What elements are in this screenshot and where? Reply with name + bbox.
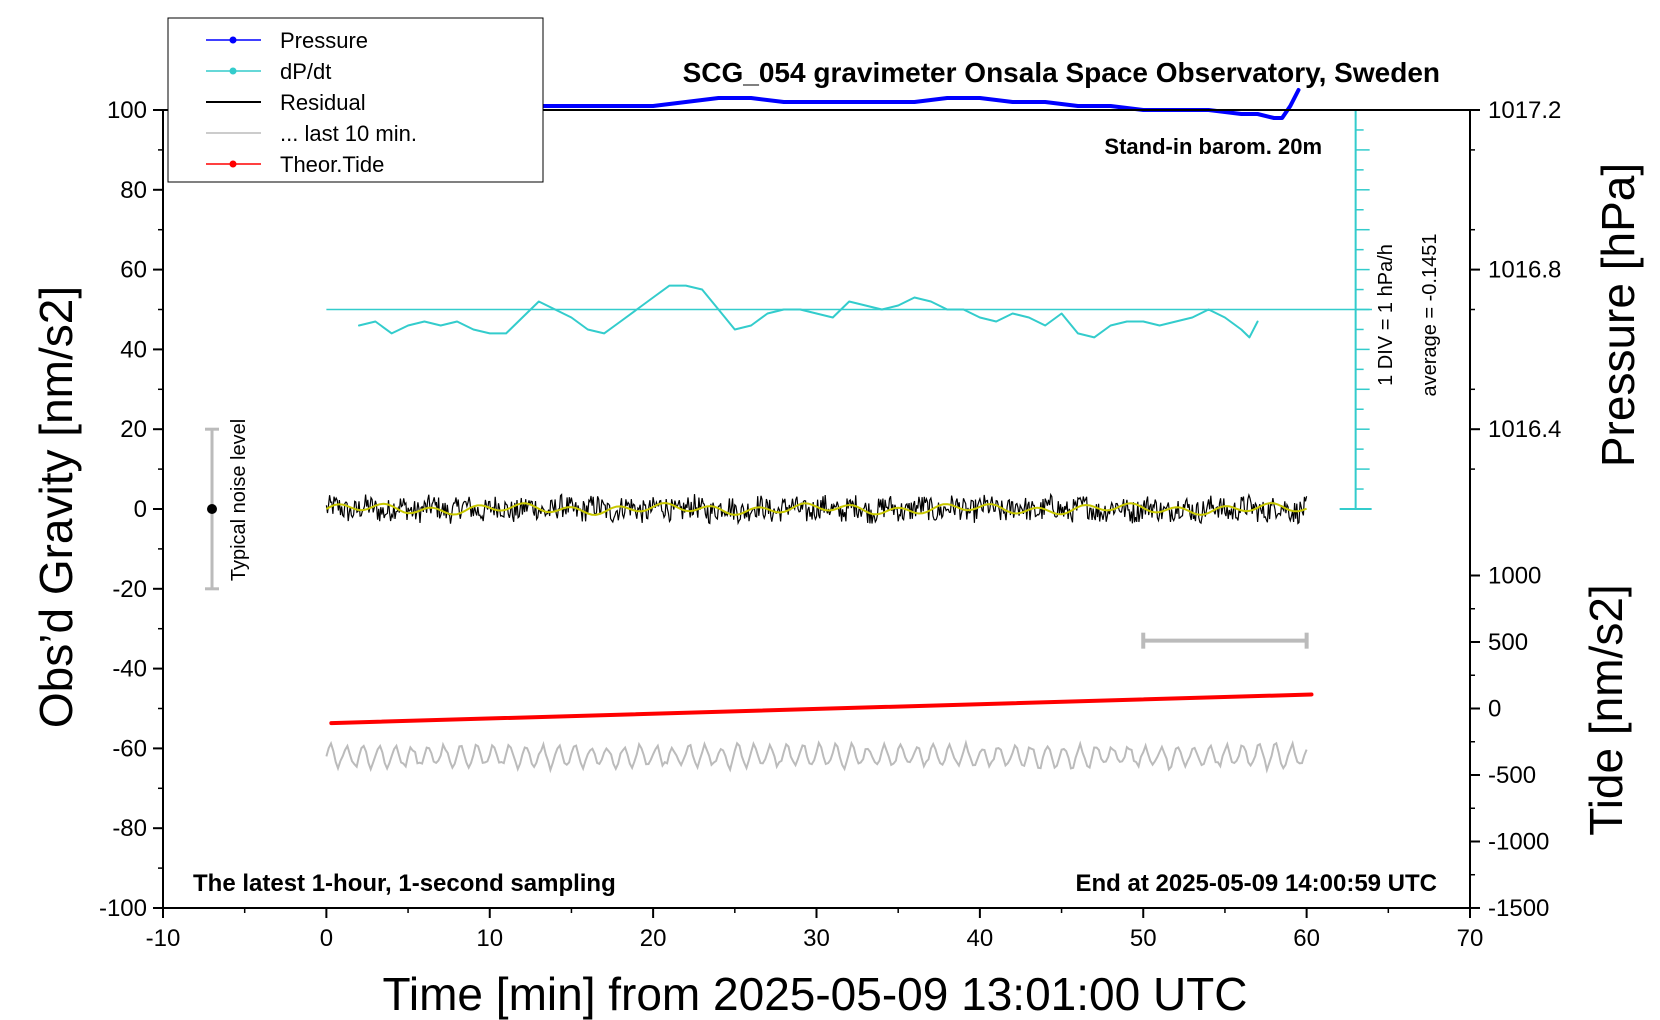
y-tick-label-left: 0: [134, 496, 147, 523]
legend-label: dP/dt: [280, 59, 331, 84]
latest-note: The latest 1-hour, 1-second sampling: [193, 870, 616, 897]
legend-label: ... last 10 min.: [280, 121, 417, 146]
axes: -10 0 10 20 30 40 50 60 70-100-80-60-40-20020406…: [99, 97, 1561, 952]
x-tick-label: 70: [1457, 925, 1484, 952]
y-tick-label-left: -40: [112, 656, 147, 683]
y-tick-label-left: 80: [120, 177, 147, 204]
y-axis-title-left: Obs’d Gravity [nm/s2]: [30, 286, 82, 728]
average-label: average = -0.1451: [1419, 234, 1441, 397]
chart-title: SCG_054 gravimeter Onsala Space Observat…: [683, 57, 1440, 88]
y-tick-label-left: 40: [120, 336, 147, 363]
y-tick-label-left: 20: [120, 416, 147, 443]
series-bands: [325, 492, 1308, 774]
legend-label: Residual: [280, 90, 366, 115]
tide-tick-label: -1000: [1488, 828, 1549, 855]
tide-tick-label: -1500: [1488, 895, 1549, 922]
x-tick-label: 50: [1130, 925, 1157, 952]
y-tick-label-left: 100: [107, 97, 147, 124]
legend: Pressure dP/dt Residual ... last 10 min. The…: [167, 17, 544, 183]
residual-smooth-line: [325, 501, 1307, 516]
tide-tick-label: -500: [1488, 762, 1536, 789]
pressure-tick-label: 1017.2: [1488, 97, 1561, 124]
scale-bar-label: 1 DIV = 1 hPa/h: [1375, 244, 1397, 386]
x-tick-label: 10: [476, 925, 503, 952]
noise-bar-center: [207, 504, 218, 514]
tide-tick-label: 1000: [1488, 563, 1541, 590]
x-axis-title: Time [min] from 2025-05-09 13:01:00 UTC: [383, 968, 1248, 1020]
y-axis-title-pressure: Pressure [hPa]: [1592, 163, 1644, 467]
legend-label: Theor.Tide: [280, 152, 384, 177]
noise-level-label: Typical noise level: [228, 419, 250, 581]
legend-marker: [229, 160, 237, 168]
y-tick-label-left: -100: [99, 895, 147, 922]
y-tick-label-left: -80: [112, 815, 147, 842]
legend-marker: [229, 36, 237, 44]
end-time-note: End at 2025-05-09 14:00:59 UTC: [1076, 870, 1438, 897]
x-tick-label: 30: [803, 925, 830, 952]
legend-marker: [229, 67, 237, 75]
x-tick-label: 40: [967, 925, 994, 952]
y-tick-label-left: 60: [120, 257, 147, 284]
barometer-note: Stand-in barom. 20m: [1104, 134, 1322, 159]
y-tick-label-left: -60: [112, 735, 147, 762]
x-tick-label: 60: [1293, 925, 1320, 952]
last10-line: [325, 739, 1308, 774]
x-tick-label: 20: [640, 925, 667, 952]
x-tick-label: 0: [320, 925, 333, 952]
tide-tick-label: 0: [1488, 696, 1501, 723]
y-tick-label-left: -20: [112, 576, 147, 603]
series-dp-dt: [358, 284, 1259, 339]
x-tick-label: -10: [146, 925, 181, 952]
legend-label: Pressure: [280, 28, 368, 53]
series-theor-tide: [329, 692, 1314, 726]
pressure-tick-label: 1016.8: [1488, 257, 1561, 284]
annotations: SCG_054 gravimeter Onsala Space Observat…: [30, 57, 1644, 1020]
y-axis-title-tide: Tide [nm/s2]: [1580, 584, 1632, 835]
legend-box: [167, 17, 544, 183]
residual-line: [325, 492, 1308, 526]
tide-tick-label: 500: [1488, 629, 1528, 656]
pressure-tick-label: 1016.4: [1488, 416, 1561, 443]
